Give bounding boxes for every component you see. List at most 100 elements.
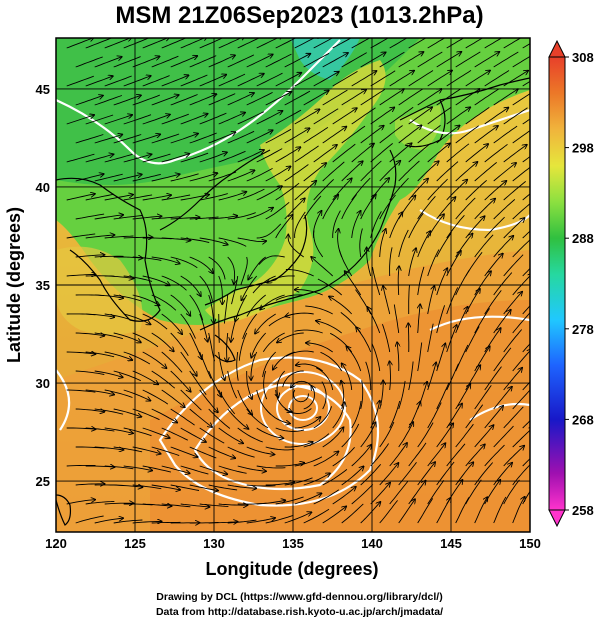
streamline <box>275 38 297 49</box>
streamline <box>455 125 479 144</box>
streamline <box>161 275 187 291</box>
streamline <box>227 93 254 106</box>
streamline <box>208 446 236 458</box>
streamline <box>294 493 322 505</box>
footer-credit-dcl: Drawing by DCL (https://www.gfd-dennou.o… <box>156 591 443 603</box>
streamline <box>94 135 123 144</box>
streamline <box>436 88 461 106</box>
streamline <box>123 465 153 471</box>
streamline <box>465 479 482 505</box>
streamline <box>161 351 183 373</box>
y-axis-ticks: 25 30 35 40 45 <box>36 82 50 489</box>
streamline <box>341 503 364 524</box>
streamline <box>142 351 167 368</box>
streamline <box>493 387 512 410</box>
streamline <box>512 166 530 182</box>
streamline <box>522 155 530 163</box>
streamline <box>189 484 218 491</box>
streamline <box>522 458 530 467</box>
x-tick-label: 140 <box>361 536 383 551</box>
streamline <box>503 479 520 505</box>
streamline <box>94 408 124 415</box>
streamline <box>237 427 263 443</box>
streamline <box>503 406 524 429</box>
streamline <box>522 420 530 429</box>
streamline <box>436 161 459 182</box>
streamline <box>522 305 530 315</box>
streamline <box>246 446 275 455</box>
streamline <box>85 38 113 49</box>
streamline <box>484 444 505 467</box>
streamline <box>123 313 151 324</box>
streamline <box>189 294 204 321</box>
streamline <box>493 347 512 372</box>
streamline <box>104 38 132 49</box>
streamline <box>227 54 255 68</box>
streamline <box>161 113 189 125</box>
streamline <box>332 143 356 163</box>
streamline <box>370 108 395 125</box>
streamline <box>227 212 256 220</box>
colorbar-tick-label: 258 <box>572 503 594 518</box>
streamline <box>132 370 159 384</box>
streamline <box>408 323 409 353</box>
streamline <box>123 76 151 87</box>
streamline <box>123 194 153 201</box>
streamline <box>275 496 304 505</box>
streamline <box>238 332 248 361</box>
streamline <box>94 446 124 450</box>
streamline <box>161 154 190 163</box>
streamline <box>306 343 333 353</box>
streamline <box>273 351 295 370</box>
streamline <box>142 153 171 163</box>
streamline <box>294 38 321 49</box>
streamline <box>142 504 172 506</box>
streamline <box>512 389 530 410</box>
streamline <box>512 497 525 524</box>
streamline <box>398 422 414 448</box>
streamline <box>446 363 459 391</box>
streamline <box>237 389 253 415</box>
streamline <box>256 223 282 239</box>
streamline <box>208 93 236 106</box>
streamline <box>189 256 213 273</box>
streamline <box>503 181 526 201</box>
streamline <box>75 213 105 220</box>
streamline <box>351 400 362 429</box>
streamline <box>94 332 124 340</box>
streamline <box>303 127 329 144</box>
streamline <box>104 276 134 279</box>
streamline <box>427 479 445 505</box>
streamline <box>493 125 518 144</box>
streamline <box>285 269 314 277</box>
streamline <box>189 173 218 182</box>
streamline <box>332 210 341 238</box>
streamline <box>427 38 446 49</box>
streamline <box>455 197 476 220</box>
streamline <box>170 370 191 392</box>
streamline <box>465 38 484 49</box>
streamline <box>408 361 414 391</box>
streamline <box>237 38 261 49</box>
streamline <box>332 402 345 429</box>
streamline <box>218 73 246 87</box>
streamline <box>199 389 218 412</box>
streamline <box>275 294 304 301</box>
streamline <box>360 160 382 182</box>
y-tick-label: 45 <box>36 82 50 97</box>
plot-frame <box>55 37 531 533</box>
streamline <box>256 72 283 87</box>
streamline <box>75 134 104 144</box>
streamline <box>231 313 239 342</box>
streamline <box>248 256 266 280</box>
streamline <box>113 370 141 382</box>
streamline <box>294 456 323 467</box>
streamline <box>104 427 133 433</box>
streamline <box>320 351 343 372</box>
streamline <box>170 294 191 316</box>
streamline <box>294 211 306 239</box>
colorbar-tick-label: 278 <box>572 322 594 337</box>
streamline <box>398 88 423 106</box>
streamline <box>474 425 494 448</box>
streamline <box>303 386 315 410</box>
